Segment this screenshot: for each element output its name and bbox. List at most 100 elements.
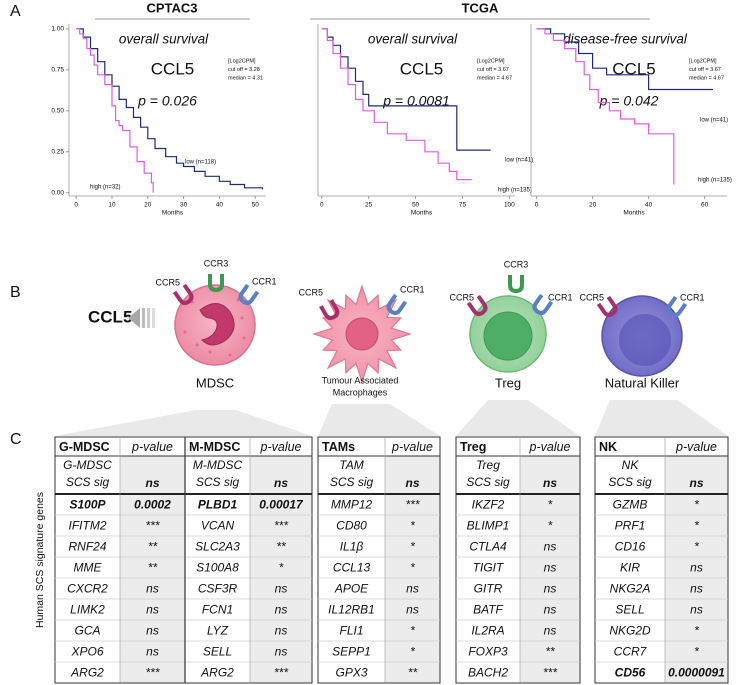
table-border — [317, 436, 441, 684]
cell-nk: CCR5 CCR1 Natural Killer — [579, 292, 704, 390]
legend-label: low (n=41) — [505, 158, 533, 164]
p-value-cell: ns — [146, 582, 159, 596]
p-value-cell: * — [548, 498, 553, 512]
gene-cell: CXCR2 — [67, 582, 108, 596]
gene-cell: APOE — [334, 582, 369, 596]
gene-cell: KIR — [620, 561, 640, 575]
connector — [55, 410, 312, 436]
p-value-cell: ns — [544, 540, 557, 554]
plot-title: disease-free survival — [563, 32, 688, 47]
cell-treg: CCR5 CCR3 CCR1 Treg — [449, 259, 572, 390]
sig-cell: SCS sig — [466, 475, 510, 489]
x-tick-label: 0 — [74, 202, 78, 209]
x-tick-label: 10 — [108, 202, 116, 209]
gene-cell: TIGIT — [473, 561, 505, 575]
table-header: p-value — [131, 440, 173, 454]
ligand: CCL5 — [88, 307, 155, 328]
connector — [318, 404, 440, 436]
p-value-cell: * — [694, 498, 699, 512]
p-value-cell: ns — [275, 603, 288, 617]
legend-label: high (n=135) — [498, 188, 532, 194]
p-value-cell: *** — [543, 666, 557, 680]
gene-cell: BATF — [473, 603, 503, 617]
plot-title: overall survival — [119, 32, 209, 47]
cutoff-info: median = 4.67 — [689, 75, 724, 81]
p-value-cell: ns — [544, 603, 557, 617]
panel-label: A — [10, 3, 21, 20]
receptor — [208, 274, 224, 293]
p-value-cell: * — [548, 519, 553, 533]
p-value-cell: *** — [145, 519, 159, 533]
p-value-cell: * — [410, 561, 415, 575]
x-tick-label: 20 — [589, 202, 597, 209]
gene-cell: LYZ — [207, 624, 229, 638]
gene-cell: LIMK2 — [70, 603, 105, 617]
gene-cell: CD56 — [615, 666, 646, 680]
receptor — [238, 283, 260, 305]
receptor-label: CCR1 — [252, 276, 277, 286]
gene-cell: CCL13 — [333, 561, 371, 575]
arrow — [147, 308, 150, 328]
gene-cell: BACH2 — [468, 666, 508, 680]
cutoff-info: cut off = 3.67 — [477, 67, 509, 73]
x-tick-label: 60 — [701, 202, 709, 209]
x-tick-label: 0 — [535, 202, 539, 209]
table-border — [455, 436, 581, 684]
receptor-label: CCR1 — [548, 292, 573, 302]
p-value-cell: * — [694, 645, 699, 659]
x-axis-label: Months — [623, 210, 645, 217]
gene-cell: RNF24 — [68, 540, 106, 554]
receptor-label: CCR3 — [504, 259, 529, 269]
x-axis-label: Months — [162, 210, 184, 217]
y-tick-label: 0.00 — [51, 189, 64, 196]
legend-label: high (n=32) — [90, 185, 121, 191]
sig-cell: SCS sig — [66, 475, 110, 489]
gene-cell: SELL — [203, 645, 232, 659]
sig-cell: ns — [274, 476, 288, 490]
gene-cell: CD80 — [336, 519, 367, 533]
gene-cell: SLC2A3 — [195, 540, 240, 554]
survival-curve — [536, 28, 713, 91]
x-tick-label: 40 — [645, 202, 653, 209]
table-header: p-value — [391, 440, 433, 454]
y-tick-label: 1.00 — [51, 26, 64, 33]
p-value-cell: ns — [275, 582, 288, 596]
y-tick-label: 0.50 — [51, 108, 64, 115]
gene-cell: VCAN — [201, 519, 235, 533]
gene-cell: CCR7 — [614, 645, 648, 659]
p-value-cell: ns — [146, 645, 159, 659]
p-value-cell: ns — [406, 582, 419, 596]
p-value: p = 0.042 — [599, 93, 659, 109]
nucleus — [619, 314, 671, 366]
sig-cell: ns — [405, 476, 419, 490]
x-tick-label: 30 — [180, 202, 188, 209]
cell-label: Treg — [495, 375, 521, 390]
table-header: G-MDSC — [59, 440, 110, 454]
p-value-cell: ns — [690, 603, 703, 617]
gene-table: G-MDSC p-value M-MDSC p-value G-MDSC SCS sig n… — [54, 436, 313, 684]
p-value: p = 0.0081 — [382, 93, 450, 109]
gene-cell: S100P — [69, 498, 106, 512]
sig-cell: NK — [622, 458, 640, 472]
gene-cell: IL12RB1 — [328, 603, 375, 617]
sig-cell: ns — [145, 476, 159, 490]
cell-mdsc: CCR5 CCR3 CCR1 MDSC — [155, 258, 276, 390]
nucleus — [199, 303, 235, 346]
gene-cell: SEPP1 — [332, 645, 371, 659]
p-value-cell: ns — [544, 624, 557, 638]
receptor — [666, 295, 688, 317]
arrow — [152, 308, 155, 328]
gene-table: Treg p-value Treg SCS sig ns IKZF2 * BLIMP1 * CTL… — [455, 436, 581, 684]
connector — [456, 400, 580, 436]
p-value-cell: * — [694, 624, 699, 638]
survival-curve — [321, 28, 491, 151]
cell-label: MDSC — [196, 375, 234, 390]
cutoff-info: [Log2CPM] — [228, 58, 256, 64]
gene-cell: XPO6 — [70, 645, 103, 659]
y-tick-label: 0.75 — [51, 67, 64, 74]
cell-tam: CCR5 CCR1 Tumour Associated Macrophages — [298, 284, 425, 397]
panel-label: B — [10, 284, 21, 301]
cell-label: Natural Killer — [605, 375, 680, 390]
